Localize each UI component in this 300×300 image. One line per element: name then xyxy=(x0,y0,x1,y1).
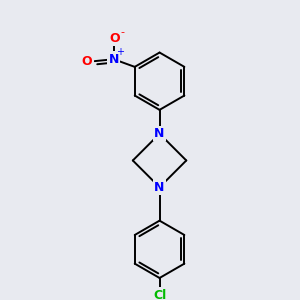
Text: -: - xyxy=(120,28,124,38)
Text: O: O xyxy=(110,32,120,45)
Text: N: N xyxy=(109,53,119,66)
Text: N: N xyxy=(154,181,165,194)
Text: N: N xyxy=(154,127,165,140)
Text: Cl: Cl xyxy=(153,289,166,300)
Text: O: O xyxy=(82,55,92,68)
Text: +: + xyxy=(116,46,124,57)
